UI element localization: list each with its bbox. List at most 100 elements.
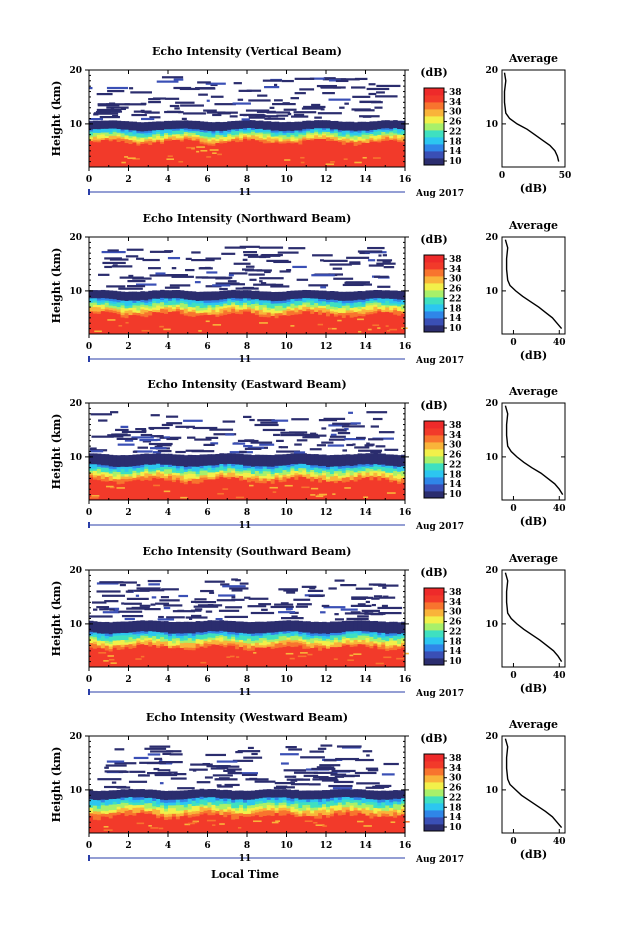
heatmap-cell <box>164 468 169 472</box>
heatmap-cell <box>294 121 299 131</box>
heatmap-cell <box>191 473 197 477</box>
heatmap-cell <box>148 301 153 304</box>
heatmap-cell <box>366 87 390 91</box>
heatmap-cell <box>203 291 209 301</box>
heatmap-cell <box>133 756 149 760</box>
heatmap-cell <box>377 816 382 820</box>
heatmap-cell <box>250 647 256 651</box>
x-tick-label: 6 <box>204 342 210 352</box>
heatmap-cell <box>361 789 367 798</box>
heatmap-cell <box>191 299 197 303</box>
heatmap-cell <box>215 134 220 137</box>
heatmap-cell <box>274 472 280 476</box>
heatmap-cell <box>314 140 319 167</box>
heatmap-cell <box>367 259 376 262</box>
colorbar-tick-label: 18 <box>449 137 462 147</box>
heatmap-cell <box>148 475 153 479</box>
heatmap-cell <box>201 276 226 279</box>
heatmap-cell <box>219 472 224 475</box>
heatmap-cell <box>132 640 137 644</box>
heatmap-cell <box>164 453 169 465</box>
heatmap-cell <box>298 300 303 304</box>
heatmap-cell <box>187 139 193 142</box>
heatmap-cell <box>210 83 218 87</box>
heatmap-cell <box>345 142 351 145</box>
heatmap-cell <box>136 312 141 316</box>
heatmap-cell <box>341 796 347 800</box>
heatmap-cell <box>301 486 310 489</box>
heatmap-cell <box>330 433 337 436</box>
heatmap-cell <box>337 314 343 318</box>
heatmap-cell <box>337 632 343 636</box>
heatmap-cell <box>290 798 295 802</box>
heatmap-cell <box>149 250 172 253</box>
heatmap-cell <box>361 807 367 812</box>
heatmap-cell <box>96 466 102 470</box>
heatmap-cell <box>243 300 248 303</box>
colorbar-segment <box>424 102 444 110</box>
heatmap-cell <box>381 311 386 315</box>
heatmap-cell <box>337 644 343 647</box>
heatmap-cell <box>128 475 134 479</box>
heatmap-cell <box>369 139 374 142</box>
heatmap-cell <box>239 801 244 805</box>
heatmap-cell <box>314 801 319 805</box>
heatmap-cell <box>377 138 382 141</box>
heatmap-cell <box>231 303 236 307</box>
heatmap-cell <box>306 464 311 468</box>
heatmap-cell <box>164 306 169 310</box>
colorbar-segment <box>424 477 444 485</box>
heatmap-cell <box>219 303 224 307</box>
heatmap-cell <box>104 766 109 769</box>
heatmap-cell <box>231 136 236 139</box>
heatmap-cell <box>169 753 183 756</box>
heatmap-cell <box>152 131 157 135</box>
heatmap-cell <box>171 304 177 307</box>
heatmap-cell <box>389 649 394 667</box>
heatmap-cell <box>132 631 137 635</box>
heatmap-cell <box>237 750 261 753</box>
heatmap-cell <box>132 121 137 131</box>
heatmap-cell <box>382 254 387 257</box>
heatmap-cell <box>369 812 374 816</box>
heatmap-cell <box>203 638 209 642</box>
heatmap-cell <box>333 132 339 136</box>
y-tick-label: 20 <box>69 233 82 243</box>
heatmap-cell <box>369 804 374 808</box>
heatmap-cell <box>330 778 338 781</box>
heatmap-cell <box>397 645 402 649</box>
heatmap-cell <box>373 633 378 637</box>
heatmap-cell <box>160 804 165 809</box>
heatmap-cell <box>266 466 272 470</box>
heatmap-cell <box>215 299 220 303</box>
heatmap-cell <box>294 472 299 476</box>
heatmap-cell <box>132 645 137 649</box>
heatmap-cell <box>227 631 232 635</box>
heatmap-cell <box>377 810 382 814</box>
heatmap-cell <box>377 130 382 134</box>
heatmap-cell <box>108 477 114 481</box>
heatmap-cell <box>278 317 284 334</box>
heatmap-cell <box>108 120 114 129</box>
heatmap-cell <box>219 301 224 305</box>
heatmap-cell <box>199 811 205 815</box>
heatmap-cell <box>320 744 333 747</box>
colorbar-tick-label: 10 <box>449 490 462 500</box>
heatmap-cell <box>215 311 220 315</box>
heatmap-cell <box>203 477 209 480</box>
heatmap-cell <box>254 134 260 137</box>
heatmap-cell <box>235 300 240 303</box>
heatmap-cell <box>377 290 382 299</box>
heatmap-cell <box>144 291 149 301</box>
heatmap-cell <box>207 467 213 471</box>
heatmap-cell <box>354 77 368 81</box>
heatmap-cell <box>128 300 134 304</box>
heatmap-cell <box>278 315 284 319</box>
heatmap-cell <box>266 804 272 808</box>
heatmap-cell <box>258 808 264 812</box>
heatmap-cell <box>333 802 339 806</box>
heatmap-cell <box>365 314 371 334</box>
heatmap-cell <box>171 810 177 814</box>
heatmap-cell <box>357 807 363 811</box>
heatmap-cell <box>302 463 307 467</box>
